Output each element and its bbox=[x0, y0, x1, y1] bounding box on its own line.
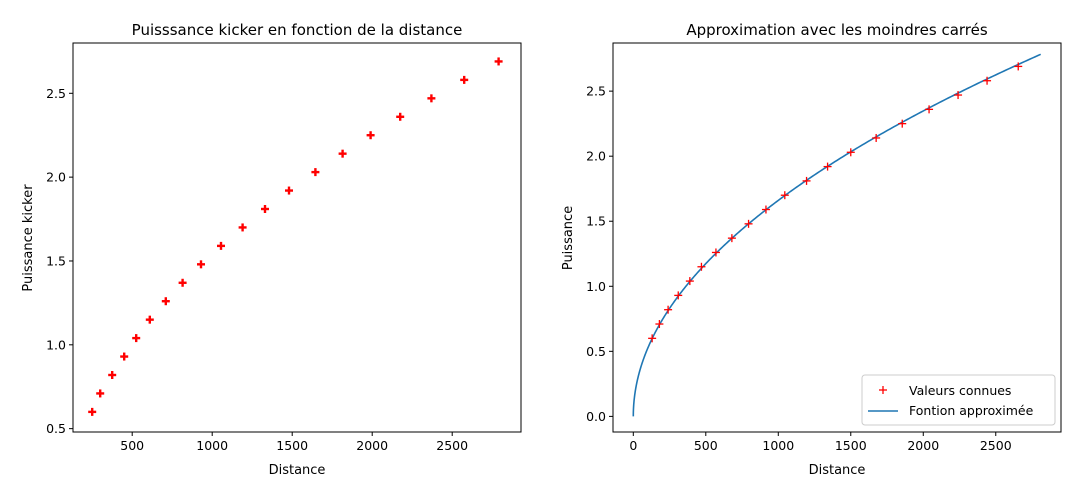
data-point bbox=[338, 149, 347, 158]
data-point bbox=[823, 162, 832, 171]
x-tick-label: 2000 bbox=[356, 438, 388, 453]
y-tick-label: 1.5 bbox=[46, 253, 66, 268]
left-y-ticks: 0.5 1.0 1.5 2.0 2.5 bbox=[46, 86, 73, 436]
data-point bbox=[674, 291, 683, 300]
data-point bbox=[925, 105, 934, 114]
right-data-points bbox=[648, 62, 1023, 343]
legend-box bbox=[861, 374, 1056, 426]
data-point bbox=[161, 297, 170, 306]
left-y-axis-label: Puissance kicker bbox=[21, 184, 36, 292]
right-chart-title: Approximation avec les moindres carrés bbox=[686, 21, 988, 39]
data-point bbox=[427, 94, 436, 103]
y-tick-label: 0.0 bbox=[586, 409, 606, 424]
left-chart: Puisssance kicker en fonction de la dist… bbox=[21, 21, 522, 478]
x-tick-label: 500 bbox=[120, 438, 144, 453]
data-point bbox=[711, 248, 720, 257]
x-tick-label: 1500 bbox=[276, 438, 308, 453]
data-point bbox=[898, 119, 907, 128]
y-tick-label: 0.5 bbox=[46, 421, 66, 436]
y-tick-label: 2.5 bbox=[586, 84, 606, 99]
data-point bbox=[761, 205, 770, 214]
data-point bbox=[685, 277, 694, 286]
data-point bbox=[178, 278, 187, 287]
data-point bbox=[311, 168, 320, 177]
legend-marker-known-values bbox=[879, 386, 887, 394]
fitted-curve-line bbox=[632, 53, 1042, 417]
right-fitted-curve bbox=[632, 53, 1042, 417]
x-tick-label: 1000 bbox=[762, 438, 794, 453]
legend-label-known-values: Valeurs connues bbox=[909, 383, 1011, 398]
data-point bbox=[954, 91, 963, 100]
x-tick-label: 0 bbox=[629, 438, 637, 453]
data-point bbox=[655, 320, 664, 329]
data-point bbox=[744, 219, 753, 228]
right-x-axis-label: Distance bbox=[809, 463, 866, 478]
y-tick-label: 1.0 bbox=[586, 279, 606, 294]
left-data-points bbox=[88, 57, 503, 416]
left-plot-frame bbox=[72, 42, 522, 433]
data-point bbox=[802, 176, 811, 185]
x-tick-label: 500 bbox=[694, 438, 718, 453]
y-tick-label: 1.5 bbox=[586, 214, 606, 229]
data-point bbox=[120, 352, 129, 361]
data-point bbox=[217, 241, 225, 250]
data-point bbox=[132, 334, 141, 343]
data-point bbox=[697, 262, 706, 271]
x-tick-label: 1500 bbox=[835, 438, 867, 453]
data-point bbox=[494, 57, 503, 66]
x-tick-label: 1000 bbox=[196, 438, 228, 453]
data-point bbox=[460, 75, 469, 84]
data-point bbox=[1014, 62, 1023, 71]
left-chart-title: Puisssance kicker en fonction de la dist… bbox=[132, 21, 463, 39]
data-point bbox=[648, 334, 657, 343]
y-tick-label: 1.0 bbox=[46, 337, 66, 352]
right-chart: Approximation avec les moindres carrés 0… bbox=[561, 21, 1062, 478]
data-point bbox=[846, 148, 855, 157]
data-point bbox=[238, 223, 247, 232]
data-point bbox=[145, 315, 154, 324]
data-point bbox=[261, 204, 269, 213]
right-y-axis-label: Puissance bbox=[561, 206, 576, 270]
legend-label-fitted: Fontion approximée bbox=[909, 403, 1034, 418]
data-point bbox=[983, 76, 992, 85]
x-tick-label: 2500 bbox=[980, 438, 1012, 453]
legend: Valeurs connues Fontion approximée bbox=[861, 374, 1056, 426]
data-point bbox=[664, 305, 673, 314]
y-tick-label: 2.0 bbox=[586, 149, 606, 164]
x-tick-label: 2000 bbox=[907, 438, 939, 453]
data-point bbox=[872, 133, 881, 142]
data-point bbox=[96, 389, 105, 398]
data-point bbox=[366, 131, 375, 140]
data-point bbox=[108, 370, 117, 379]
x-tick-label: 2500 bbox=[436, 438, 468, 453]
data-point bbox=[197, 260, 205, 269]
right-plot-frame bbox=[612, 42, 1062, 433]
data-point bbox=[780, 191, 789, 200]
data-point bbox=[285, 186, 293, 195]
data-point bbox=[727, 234, 736, 243]
right-x-ticks: 0 500 1000 1500 2000 2500 bbox=[629, 432, 1012, 453]
data-point bbox=[396, 112, 405, 121]
left-x-ticks: 500 1000 1500 2000 2500 bbox=[120, 432, 468, 453]
right-y-ticks: 0.0 0.5 1.0 1.5 2.0 2.5 bbox=[586, 84, 613, 424]
y-tick-label: 2.5 bbox=[46, 86, 66, 101]
left-x-axis-label: Distance bbox=[269, 463, 326, 478]
y-tick-label: 0.5 bbox=[586, 344, 606, 359]
data-point bbox=[88, 407, 97, 416]
y-tick-label: 2.0 bbox=[46, 170, 66, 185]
